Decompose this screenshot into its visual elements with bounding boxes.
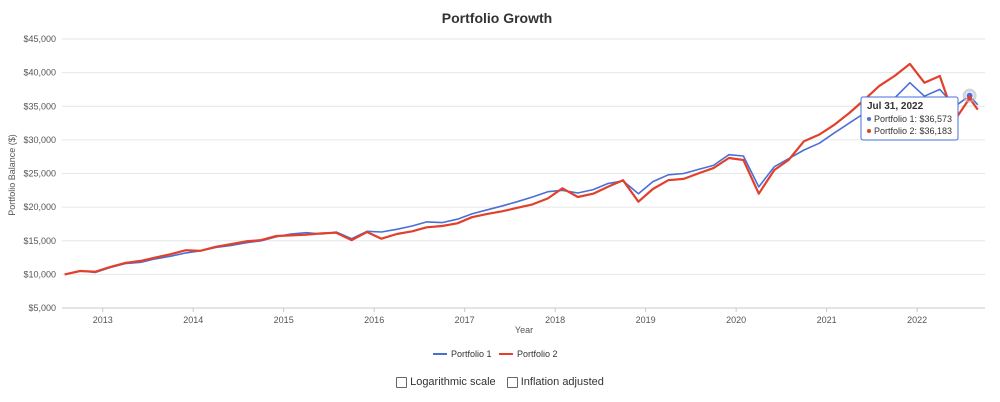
x-axis-title: Year	[515, 325, 533, 335]
legend-label-portfolio-1: Portfolio 1	[451, 349, 492, 359]
legend[interactable]: Portfolio 1 Portfolio 2	[433, 349, 558, 359]
chart-options: Logarithmic scale Inflation adjusted	[0, 376, 1000, 391]
x-tick-label: 2021	[817, 315, 837, 325]
tooltip-marker-portfolio-1	[867, 117, 871, 121]
y-tick-label: $35,000	[23, 101, 56, 111]
x-tick-label: 2022	[907, 315, 927, 325]
y-tick-label: $40,000	[23, 68, 56, 78]
legend-label-portfolio-2: Portfolio 2	[517, 349, 558, 359]
chart-svg: Portfolio Growth $5,000 $10,000 $15,000 $20…	[7, 10, 985, 359]
legend-item-portfolio-1[interactable]: Portfolio 1	[433, 349, 492, 359]
y-axis-title: Portfolio Balance ($)	[7, 134, 17, 216]
inflation-label: Inflation adjusted	[520, 376, 604, 388]
x-tick-label: 2017	[455, 315, 475, 325]
x-tick-label: 2019	[636, 315, 656, 325]
x-tick-label: 2013	[93, 315, 113, 325]
tooltip-box	[860, 96, 959, 141]
y-tick-label: $25,000	[23, 169, 56, 179]
y-tick-label: $15,000	[23, 236, 56, 246]
x-tick-label: 2020	[726, 315, 746, 325]
inflation-checkbox[interactable]	[506, 376, 518, 388]
log-scale-option[interactable]: Logarithmic scale	[396, 376, 496, 388]
hover-marker-portfolio-2	[967, 95, 973, 101]
legend-item-portfolio-2[interactable]: Portfolio 2	[499, 349, 558, 359]
x-tick-label: 2015	[274, 315, 294, 325]
tooltip-value-portfolio-2: Portfolio 2: $36,183	[874, 126, 952, 136]
log-scale-checkbox[interactable]	[396, 376, 408, 388]
y-tick-label: $10,000	[23, 269, 56, 279]
chart-title: Portfolio Growth	[442, 10, 552, 26]
x-tick-label: 2018	[545, 315, 565, 325]
series-line-portfolio-1	[64, 81, 979, 276]
series-lines	[64, 62, 979, 276]
tooltip-date: Jul 31, 2022	[867, 101, 924, 112]
y-tick-label: $5,000	[28, 303, 56, 313]
x-tick-label: 2014	[183, 315, 203, 325]
tooltip-value-portfolio-1: Portfolio 1: $36,573	[874, 114, 952, 124]
y-tick-label: $20,000	[23, 202, 56, 212]
log-scale-label: Logarithmic scale	[410, 376, 496, 388]
hover-tooltip: Jul 31, 2022 Portfolio 1: $36,573 Portfo…	[860, 96, 959, 141]
y-axis-ticks: $5,000 $10,000 $15,000 $20,000 $25,000 $30,00…	[23, 34, 56, 313]
gridlines	[62, 38, 985, 309]
tooltip-marker-portfolio-2	[867, 129, 871, 133]
portfolio-growth-chart: Portfolio Growth $5,000 $10,000 $15,000 $20…	[7, 10, 985, 359]
y-tick-label: $45,000	[23, 34, 56, 44]
series-line-portfolio-2	[64, 62, 979, 276]
y-tick-label: $30,000	[23, 135, 56, 145]
x-axis-ticks: 2013 2014 2015 2016 2017 2018 2019 2020 2021 2022	[93, 308, 927, 325]
inflation-option[interactable]: Inflation adjusted	[506, 376, 604, 388]
x-tick-label: 2016	[364, 315, 384, 325]
